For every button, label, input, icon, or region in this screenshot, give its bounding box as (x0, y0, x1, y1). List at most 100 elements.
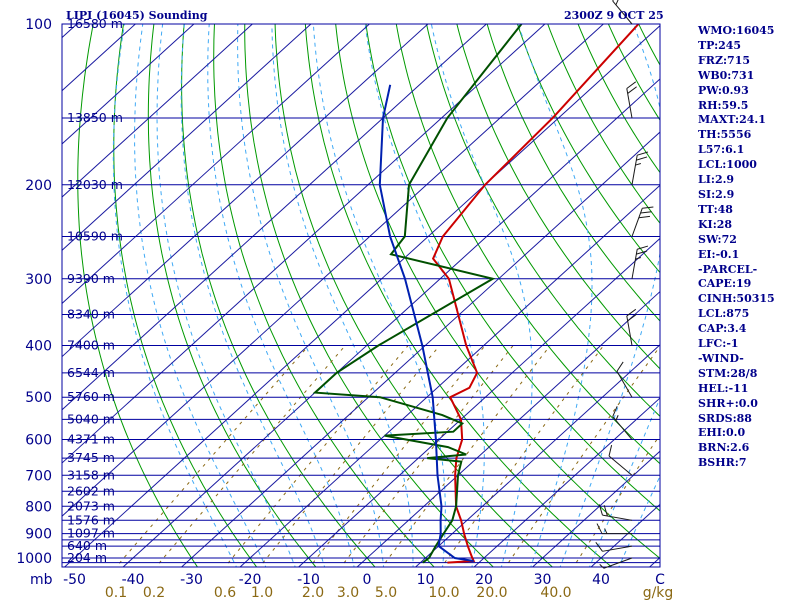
pressure-tick-label: 800 (25, 499, 52, 515)
height-label: 10590 m (67, 228, 123, 243)
index-line: BRN:2.6 (698, 441, 750, 455)
wind-barb-staff (631, 155, 638, 185)
moist-adiabat (156, 24, 296, 567)
wind-barb (626, 81, 637, 119)
moist-adiabat (237, 24, 385, 567)
isotherm (297, 237, 660, 567)
temperature-tick-label: 20 (475, 572, 493, 588)
pressure-tick-label: 200 (25, 178, 52, 194)
dry-adiabat (547, 24, 660, 225)
moist-adiabat (271, 24, 414, 567)
dry-adiabat (456, 24, 660, 370)
wind-barb-flag (626, 308, 637, 317)
moist-adiabat (312, 24, 446, 567)
pressure-tick-label: 900 (25, 527, 52, 543)
series-temperature (431, 24, 640, 564)
dry-adiabat (244, 24, 494, 567)
series-dewpoint (312, 24, 523, 564)
index-line: RH:59.5 (698, 98, 749, 112)
wind-barb (612, 406, 633, 440)
wind-barb-flag (608, 445, 613, 457)
wind-barb-staff (616, 371, 633, 398)
index-line: CAP:3.4 (698, 322, 747, 336)
wind-barb-half (599, 564, 605, 569)
height-label: 204 m (67, 550, 107, 565)
pressure-tick-label: 400 (25, 339, 52, 355)
temperature-tick-label: 10 (417, 572, 435, 588)
wind-barb-staff (602, 514, 633, 521)
index-line: SI:2.9 (698, 187, 735, 201)
mixing-ratio-label: 0.1 (105, 585, 127, 600)
index-line: SW:72 (698, 232, 737, 246)
wind-barb-flag (640, 211, 652, 214)
moist-adiabat (207, 24, 355, 567)
wind-barb-flag (636, 250, 648, 255)
wind-barb-staff (602, 545, 633, 552)
dry-adiabat (113, 24, 258, 567)
height-label: 640 m (67, 538, 107, 553)
index-line: SRDS:88 (698, 411, 752, 425)
wind-barb-flag (636, 156, 648, 161)
mixing-ratio-line (504, 345, 660, 567)
wind-barb-staff (608, 455, 633, 476)
index-line: LCL:875 (698, 307, 750, 321)
mixing-ratio-line (381, 345, 551, 567)
index-line: L57:6.1 (698, 143, 745, 157)
mixing-ratio-line (441, 345, 604, 567)
mixing-ratio-label: g/kg (643, 585, 674, 600)
index-line: LFC:-1 (698, 337, 739, 351)
temperature-tick-label: C (655, 572, 665, 588)
mixing-ratio-label: 20.0 (476, 585, 507, 600)
mixing-ratio-line (115, 345, 310, 567)
wind-barb-flag (603, 505, 608, 517)
wind-barb (631, 245, 649, 279)
height-label: 6544 m (67, 365, 115, 380)
index-line: EI:-0.1 (698, 247, 740, 261)
wind-barb-flag (638, 215, 651, 219)
frame (61, 23, 661, 568)
dry-adiabat (607, 24, 660, 121)
dry-adiabat (181, 24, 376, 567)
index-line: HEL:-11 (698, 381, 749, 395)
height-label: 1097 m (67, 526, 115, 541)
mixing-ratio-label: 1.0 (251, 585, 273, 600)
dry-adiabat (335, 24, 660, 560)
index-line: BSHR:7 (698, 456, 747, 470)
dry-adiabat (486, 24, 660, 322)
index-line: TT:48 (698, 202, 733, 216)
wind-barb (626, 308, 637, 346)
height-label: 1576 m (67, 512, 115, 527)
wind-barb (596, 523, 632, 535)
height-label: 9390 m (67, 271, 115, 286)
dry-adiabat (365, 24, 660, 512)
mixing-ratio-line (340, 345, 514, 567)
dry-adiabat (274, 24, 554, 567)
index-line: EHI:0.0 (698, 426, 746, 440)
moist-adiabat (430, 24, 533, 567)
temperature-tick-label: -10 (297, 572, 320, 588)
height-label: 16580 m (67, 16, 123, 31)
isotherm (414, 344, 660, 567)
y-axis-label: mb (30, 572, 53, 588)
index-line: -WIND- (698, 351, 744, 365)
isotherm (62, 24, 429, 358)
mixing-ratio-line (224, 345, 409, 567)
moist-adiabat (112, 24, 238, 567)
dry-adiabat (213, 24, 435, 567)
wind-barb-half (635, 162, 641, 166)
height-label: 2602 m (67, 483, 115, 498)
isotherm (239, 184, 660, 567)
wind-barb-flag (596, 523, 603, 534)
wind-barb (612, 0, 633, 25)
temperature-tick-label: 30 (534, 572, 552, 588)
height-label: 5040 m (67, 411, 115, 426)
wind-barb-flag (612, 406, 618, 417)
wind-barb (616, 361, 633, 398)
temperature-tick-label: -30 (180, 572, 203, 588)
height-label: 5760 m (67, 389, 115, 404)
mixing-ratio-label: 0.2 (143, 585, 165, 600)
wind-barb (631, 206, 654, 237)
temperature-tick-label: 40 (592, 572, 610, 588)
index-line: FRZ:715 (698, 53, 751, 67)
isotherm (531, 450, 660, 567)
